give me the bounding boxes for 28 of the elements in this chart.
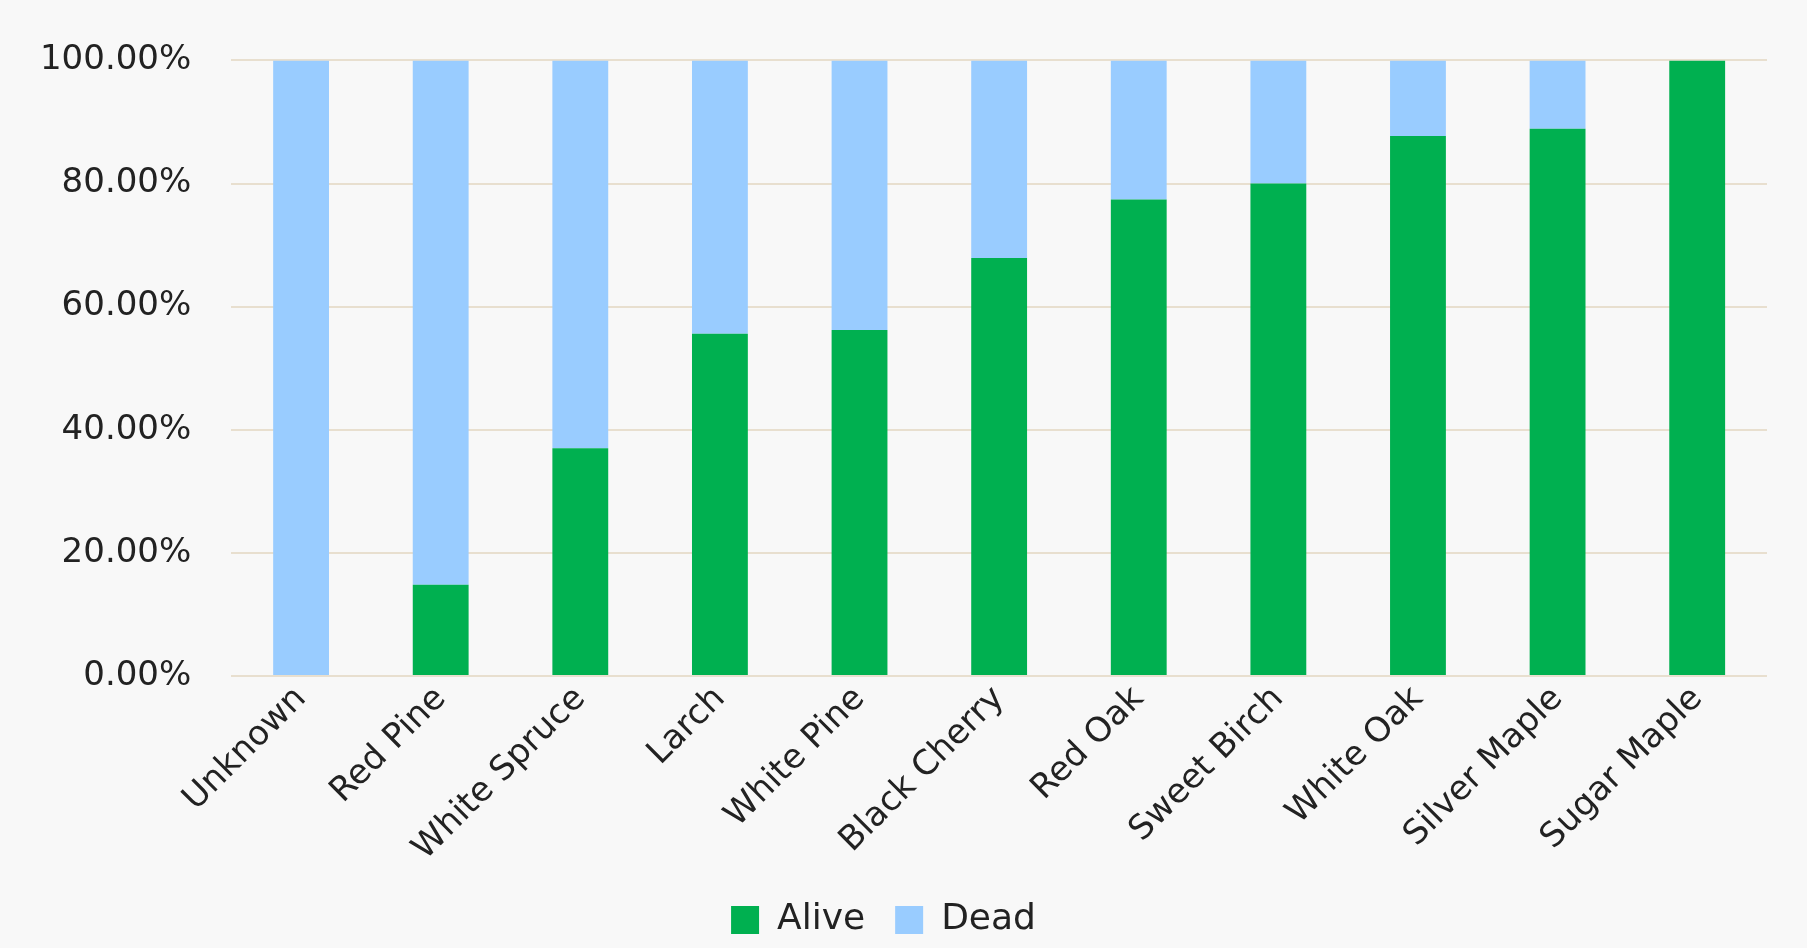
bar	[1529, 128, 1586, 675]
bar	[1110, 199, 1167, 675]
bar	[273, 60, 329, 675]
y-tick-label: 80.00%	[61, 160, 192, 201]
bar	[1529, 60, 1586, 129]
bar	[552, 448, 609, 675]
y-tick-label: 40.00%	[61, 406, 192, 447]
legend-label: Alive	[777, 896, 866, 938]
bar	[1250, 60, 1307, 184]
bar	[691, 60, 748, 334]
y-tick-label: 100.00%	[39, 37, 192, 78]
bar	[1669, 60, 1726, 675]
bar	[1250, 183, 1307, 675]
bar	[1110, 60, 1167, 200]
bar	[691, 333, 748, 675]
bar	[831, 60, 888, 331]
y-tick-label: 20.00%	[61, 529, 192, 570]
bar	[971, 60, 1028, 258]
y-tick-label: 0.00%	[83, 652, 192, 693]
y-tick-label: 60.00%	[61, 283, 192, 324]
bar	[412, 60, 469, 585]
bar	[552, 60, 609, 449]
bar	[831, 330, 888, 675]
bar	[1390, 136, 1446, 675]
bar	[1390, 60, 1446, 137]
bar	[971, 257, 1028, 675]
bar	[412, 584, 469, 675]
legend-label: Dead	[941, 896, 1036, 938]
